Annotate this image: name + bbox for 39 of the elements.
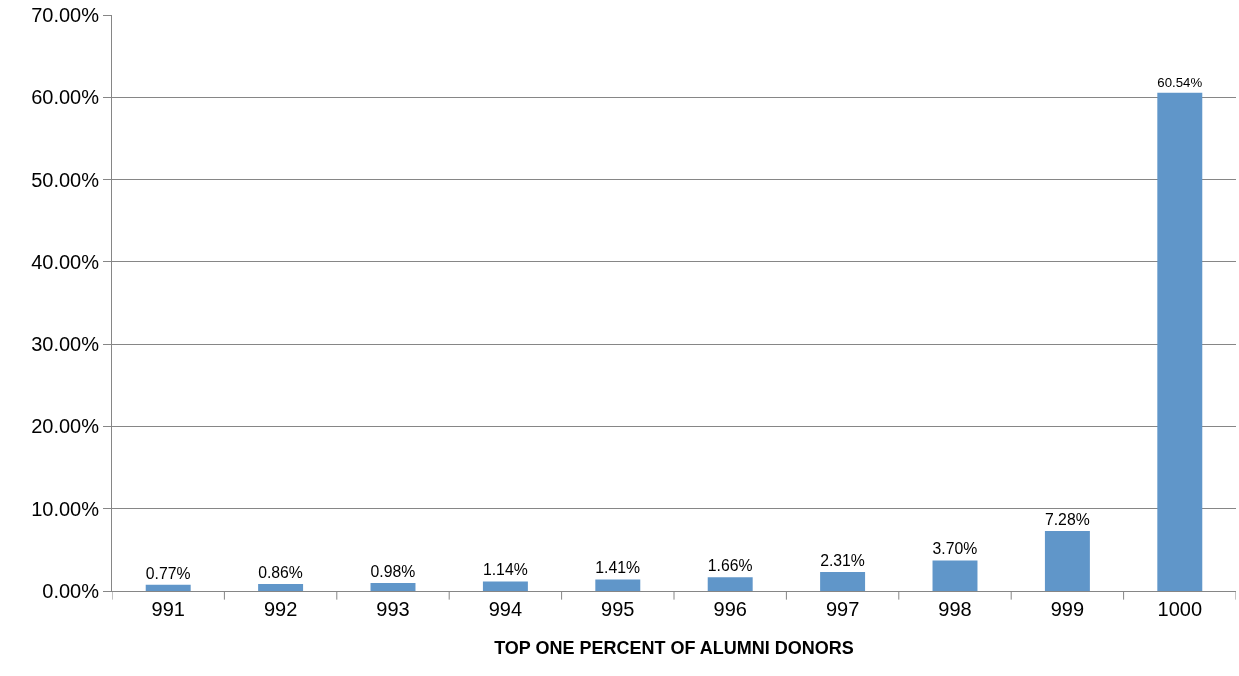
x-tick-label: 991 [151, 598, 185, 620]
y-tick-label: 20.00% [31, 415, 100, 438]
y-tick-label: 60.00% [31, 86, 100, 109]
bar [370, 582, 416, 591]
x-tick-label: 994 [488, 598, 523, 620]
bar [820, 571, 866, 591]
y-tick-label: 50.00% [31, 168, 100, 191]
data-label: 7.28% [1044, 510, 1090, 528]
y-tick-label: 10.00% [31, 497, 100, 520]
data-label: 3.70% [932, 540, 978, 558]
x-axis-title: TOP ONE PERCENT OF ALUMNI DONORS [494, 638, 854, 659]
data-label: 2.31% [820, 551, 865, 569]
bar [1044, 531, 1090, 591]
data-label: 0.98% [370, 562, 416, 580]
x-tick-label: 996 [713, 598, 747, 620]
bar [145, 584, 191, 591]
x-tick-label: 1000 [1157, 598, 1203, 620]
x-tick-label: 995 [601, 598, 635, 620]
x-tick-label: 997 [825, 598, 860, 620]
data-label: 1.41% [595, 559, 641, 577]
bar [1157, 92, 1203, 591]
x-tick-label: 993 [376, 598, 410, 620]
bar [707, 577, 753, 591]
bar [595, 579, 641, 591]
bar [482, 581, 528, 591]
x-tick-label: 992 [263, 598, 298, 620]
y-tick-label: 30.00% [31, 333, 100, 356]
bar [932, 560, 978, 591]
x-tick-label: 998 [938, 598, 972, 620]
y-tick-label: 0.00% [42, 580, 100, 602]
data-label: 0.86% [258, 563, 303, 581]
y-tick-label: 40.00% [31, 250, 100, 273]
x-tick-label: 999 [1050, 598, 1085, 620]
data-label: 0.77% [145, 564, 191, 582]
bar [258, 583, 304, 591]
data-label: 60.54% [1157, 75, 1203, 91]
data-label: 1.14% [482, 561, 528, 579]
y-tick-label: 70.00% [31, 4, 100, 26]
data-label: 1.66% [707, 557, 753, 575]
